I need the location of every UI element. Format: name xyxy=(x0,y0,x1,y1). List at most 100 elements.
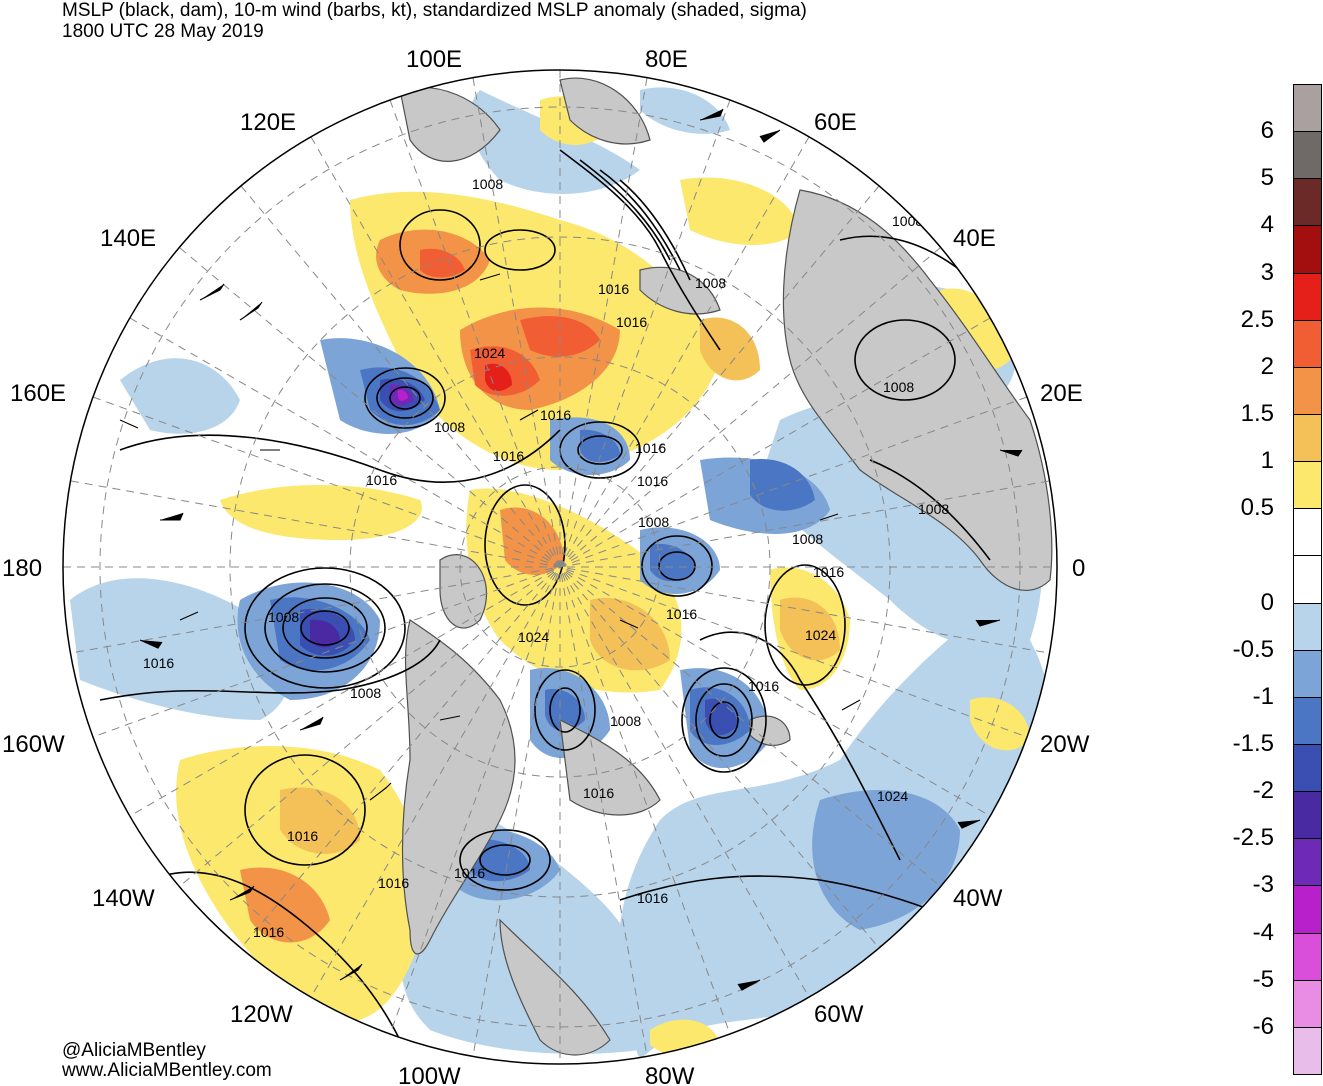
colorbar-label: 1 xyxy=(1260,447,1274,475)
colorbar-segment xyxy=(1293,272,1322,321)
lon-label-180: 180 xyxy=(2,555,42,582)
colorbar-label: -2.5 xyxy=(1232,824,1274,852)
isobar-label: 1008 xyxy=(892,213,923,229)
isobar-label: 1016 xyxy=(616,314,647,330)
isobar-label: 1016 xyxy=(583,785,614,801)
colorbar-segment xyxy=(1293,979,1322,1028)
isobar-label: 1016 xyxy=(598,281,629,297)
colorbar-label: -0.5 xyxy=(1232,635,1274,663)
colorbar-label: -2 xyxy=(1252,777,1274,805)
isobar-label: 1008 xyxy=(350,685,381,701)
isobar-label: 1016 xyxy=(366,472,397,488)
isobar-label: 1016 xyxy=(143,655,174,671)
colorbar-label: 4 xyxy=(1260,211,1274,239)
isobar-label: 1024 xyxy=(805,627,836,643)
longitude-labels: 100E 80E 120E 60E 140E 40E 160E 20E 180 … xyxy=(2,46,1090,1086)
lon-label-0: 0 xyxy=(1072,555,1085,582)
isobar-label: 1016 xyxy=(454,865,485,881)
lon-label-140e: 140E xyxy=(100,225,156,252)
colorbar-label: 0.5 xyxy=(1240,494,1274,522)
colorbar-label: -4 xyxy=(1252,918,1274,946)
colorbar-segment xyxy=(1293,131,1322,180)
map-boundary xyxy=(62,69,1058,1065)
map-disk: 1008 1008 1016 1016 1008 1024 1008 1016 … xyxy=(63,70,1057,1064)
isobar-label: 1008 xyxy=(695,275,726,291)
lon-label-120e: 120E xyxy=(240,109,296,136)
colorbar-segment xyxy=(1293,791,1322,840)
credit-website[interactable]: www.AliciaMBentley.com xyxy=(62,1060,272,1081)
colorbar-segment xyxy=(1293,838,1322,887)
lon-label-100e: 100E xyxy=(406,46,462,73)
colorbar-segment xyxy=(1293,555,1322,604)
colorbar-label: 2 xyxy=(1260,352,1274,380)
colorbar-label: 3 xyxy=(1260,258,1274,286)
isobar-label: 1024 xyxy=(877,788,908,804)
colorbar-label: 5 xyxy=(1260,164,1274,192)
land-masses xyxy=(399,77,1053,1056)
isobar-label: 1024 xyxy=(518,629,549,645)
colorbar-label: -6 xyxy=(1252,1012,1274,1040)
lon-label-160e: 160E xyxy=(10,380,66,407)
isobar-labels: 1008 1008 1016 1016 1008 1024 1008 1016 … xyxy=(143,176,949,881)
isobar-labels-outer: 1016 1016 1016 xyxy=(253,875,668,940)
colorbar-segment xyxy=(1293,649,1322,698)
lon-label-80e: 80E xyxy=(645,46,688,73)
colorbar-label: -1 xyxy=(1252,682,1274,710)
lon-label-20w: 20W xyxy=(1040,731,1090,758)
colorbar-segment xyxy=(1293,885,1322,934)
isobar-label: 1008 xyxy=(638,514,669,530)
colorbar-segment xyxy=(1293,178,1322,227)
colorbar-segment xyxy=(1293,319,1322,368)
isobar-label: 1016 xyxy=(748,678,779,694)
colorbar-segment xyxy=(1293,366,1322,415)
isobar-label: 1008 xyxy=(792,531,823,547)
colorbar-segment xyxy=(1293,932,1322,981)
svg-text:1016: 1016 xyxy=(378,875,409,891)
svg-text:1016: 1016 xyxy=(637,890,668,906)
colorbar-label: 2.5 xyxy=(1240,305,1274,333)
isobar-label: 1016 xyxy=(287,828,318,844)
colorbar-segment xyxy=(1293,414,1322,463)
colorbar-segment xyxy=(1293,225,1322,274)
colorbar-segment xyxy=(1293,1026,1322,1075)
lon-label-40w: 40W xyxy=(953,885,1003,912)
colorbar-label: 6 xyxy=(1260,117,1274,145)
colorbar-segment xyxy=(1293,744,1322,793)
colorbar-label: -5 xyxy=(1252,965,1274,993)
valid-time: 1800 UTC 28 May 2019 xyxy=(62,21,264,42)
sigma-colorbar xyxy=(1293,84,1323,1075)
lon-label-60e: 60E xyxy=(814,109,857,136)
isobar-label: 1016 xyxy=(540,407,571,423)
colorbar-segment xyxy=(1293,84,1322,133)
colorbar-segment xyxy=(1293,508,1322,557)
map-title: MSLP (black, dam), 10-m wind (barbs, kt)… xyxy=(62,0,807,21)
lon-label-60w: 60W xyxy=(814,1001,864,1028)
lat-lon-grid xyxy=(63,70,1057,1064)
isobar-label: 1016 xyxy=(635,440,666,456)
isobar-label: 1016 xyxy=(666,606,697,622)
lon-label-20e: 20E xyxy=(1040,380,1083,407)
colorbar-segment xyxy=(1293,461,1322,510)
colorbar-label: -3 xyxy=(1252,871,1274,899)
isobar-label: 1024 xyxy=(474,345,505,361)
isobar-label: 1008 xyxy=(472,176,503,192)
lon-label-100w: 100W xyxy=(398,1063,461,1086)
isobar-label: 1008 xyxy=(268,609,299,625)
colorbar-segment xyxy=(1293,696,1322,745)
isobar-label: 1008 xyxy=(610,713,641,729)
svg-text:1016: 1016 xyxy=(253,924,284,940)
isobar-label: 1016 xyxy=(493,448,524,464)
isobars xyxy=(99,149,1001,1041)
isobar-label: 1016 xyxy=(813,564,844,580)
lon-label-160w: 160W xyxy=(2,731,65,758)
lon-label-80w: 80W xyxy=(645,1063,695,1086)
isobar-label: 1016 xyxy=(637,473,668,489)
isobar-label: 1008 xyxy=(434,419,465,435)
credit-handle: @AliciaMBentley xyxy=(62,1040,206,1061)
lon-label-40e: 40E xyxy=(953,225,996,252)
lon-label-120w: 120W xyxy=(230,1001,293,1028)
isobar-label: 1008 xyxy=(918,501,949,517)
isobar-label: 1008 xyxy=(883,379,914,395)
lon-label-140w: 140W xyxy=(92,885,155,912)
